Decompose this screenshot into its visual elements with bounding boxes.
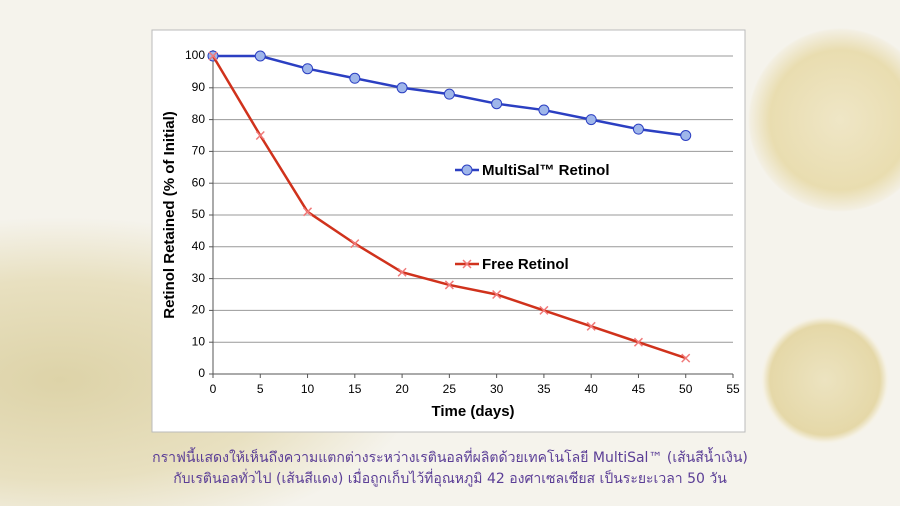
y-tick-label: 100 — [185, 48, 205, 62]
data-point — [396, 82, 408, 94]
data-point — [538, 104, 550, 116]
data-point — [681, 353, 691, 363]
data-point — [350, 239, 360, 249]
y-tick-label: 30 — [192, 271, 206, 285]
data-point — [255, 130, 265, 141]
x-tick-label: 10 — [301, 382, 315, 396]
legend-marker — [462, 259, 472, 269]
data-point — [302, 63, 314, 75]
data-point — [539, 305, 549, 315]
y-tick-label: 20 — [192, 303, 206, 317]
x-tick-label: 0 — [210, 382, 217, 396]
y-axis-label: Retinol Retained (% of Initial) — [161, 111, 178, 319]
data-point — [585, 114, 597, 126]
y-tick-label: 70 — [192, 144, 206, 158]
x-tick-label: 50 — [679, 382, 693, 396]
data-point — [444, 280, 454, 290]
data-point — [586, 321, 596, 331]
legend-marker — [461, 164, 473, 176]
y-tick-label: 0 — [198, 366, 205, 380]
data-point — [491, 98, 503, 110]
caption: กราฟนี้แสดงให้เห็นถึงความแตกต่างระหว่างเ… — [152, 447, 748, 466]
x-tick-label: 25 — [443, 382, 457, 396]
data-point — [632, 123, 644, 135]
caption: กับเรตินอลทั่วไป (เส้นสีแดง) เมื่อถูกเก็… — [173, 469, 727, 487]
data-point — [349, 72, 361, 84]
x-tick-label: 20 — [395, 382, 409, 396]
legend-label: MultiSal™ Retinol — [482, 162, 610, 179]
y-tick-label: 60 — [192, 175, 206, 189]
x-tick-label: 55 — [726, 382, 740, 396]
legend-label: Free Retinol — [482, 256, 569, 273]
data-point — [254, 50, 266, 62]
data-point — [492, 289, 502, 300]
x-tick-label: 40 — [585, 382, 599, 396]
y-tick-label: 50 — [192, 207, 206, 221]
data-point — [303, 207, 313, 217]
y-tick-label: 80 — [192, 112, 206, 126]
data-point — [397, 267, 407, 277]
y-tick-label: 10 — [192, 334, 206, 348]
y-tick-label: 90 — [192, 80, 206, 94]
x-tick-label: 35 — [537, 382, 551, 396]
x-axis-label: Time (days) — [431, 403, 514, 420]
y-tick-label: 40 — [192, 239, 206, 253]
data-point — [443, 88, 455, 100]
data-point — [633, 337, 643, 347]
x-tick-label: 5 — [257, 382, 264, 396]
data-point — [208, 51, 218, 61]
x-tick-label: 15 — [348, 382, 362, 396]
x-tick-label: 30 — [490, 382, 504, 396]
data-point — [680, 130, 692, 141]
x-tick-label: 45 — [632, 382, 646, 396]
